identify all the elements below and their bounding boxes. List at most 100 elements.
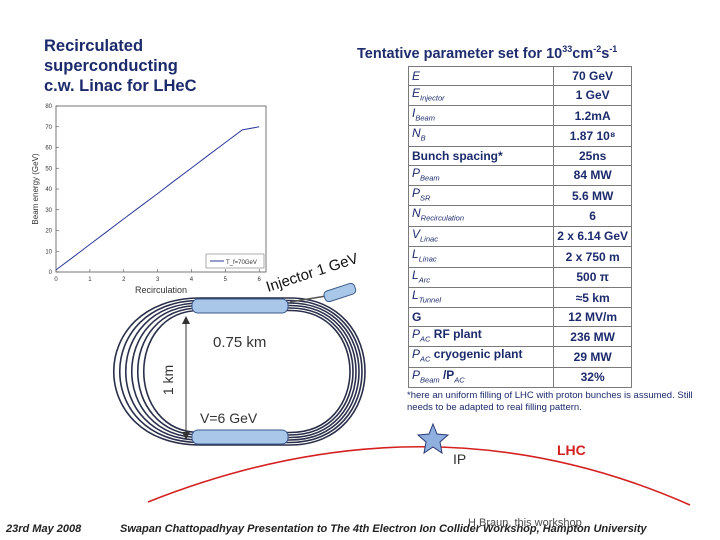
parameter-value: 2 x 750 m [553, 246, 632, 268]
parameter-name: IBeam [407, 105, 555, 127]
x-tick-label: 6 [258, 277, 262, 283]
height-arrow-top [182, 316, 190, 324]
parameter-symbol: I [412, 106, 416, 121]
y-axis-label: Beam energy (GeV) [31, 153, 40, 224]
parameter-value: 500 π [553, 266, 632, 288]
parameter-symbol: E [412, 85, 421, 100]
recirculation-arc-pass [119, 299, 363, 444]
parameter-subscript: SR [420, 193, 431, 203]
parameter-row: PBeam /PAC 32% [407, 366, 632, 389]
footer-date: 23rd May 2008 [6, 523, 82, 535]
parameter-row: LTunnel ≈5 km [407, 286, 632, 309]
parameter-name: PAC RF plant [407, 325, 555, 348]
parameter-row: EInjector 1 GeV [407, 84, 632, 107]
y-tick-label: 0 [49, 270, 53, 276]
parameter-subscript: AC [420, 354, 431, 364]
parameter-value: 1.2mA [553, 105, 632, 127]
footer-presentation-text: Swapan Chattopadhyay Presentation to The… [120, 523, 647, 535]
parameter-suffix: RF plant [430, 326, 482, 341]
recirculation-arc-pass [112, 297, 366, 446]
parameter-row: E 70 GeV [407, 66, 632, 86]
parameter-value: 6 [553, 205, 632, 227]
injector-line [289, 295, 327, 303]
parameter-row: IBeam 1.2mA [407, 105, 632, 127]
param-title-unit-exp: -2 [593, 44, 602, 54]
y-tick-label: 10 [45, 249, 52, 255]
linac-upper [191, 298, 289, 314]
parameter-symbol: L [412, 267, 419, 282]
parameter-value: 1.87 10⁸ [553, 125, 632, 147]
parameter-value: 84 MW [553, 164, 632, 186]
parameter-symbol: E [412, 68, 421, 83]
x-tick-label: 0 [54, 277, 58, 283]
parameter-row: PSR 5.6 MW [407, 184, 632, 207]
parameter-row: PAC RF plant 236 MW [407, 325, 632, 348]
legend-box [205, 253, 265, 269]
parameter-row: PAC cryogenic plant 29 MW [407, 346, 632, 368]
length-label: 0.75 km [213, 334, 266, 351]
parameter-name: LTunnel [407, 286, 555, 309]
param-title-unit: cm [572, 45, 594, 62]
parameter-name: PSR [407, 184, 555, 207]
parameter-name: PBeam [407, 164, 555, 186]
parameter-name: NRecirculation [407, 205, 555, 227]
parameter-subscript: Linac [420, 234, 438, 244]
x-tick-label: 4 [190, 277, 194, 283]
parameter-symbol: P [412, 165, 421, 180]
footer-overlay-credit: H.Braun, this workshop [468, 517, 582, 529]
parameter-subscript: Beam [415, 113, 435, 123]
lhc-ring [147, 445, 691, 506]
y-tick-label: 60 [45, 146, 52, 152]
parameter-symbol: G [412, 310, 422, 325]
y-tick-label: 20 [45, 229, 52, 235]
x-axis-label: Recirculation [135, 285, 187, 295]
y-tick-label: 80 [45, 104, 52, 110]
parameter-subscript: Beam [420, 172, 440, 182]
parameter-value: ≈5 km [553, 286, 632, 309]
parameter-value: 236 MW [553, 325, 632, 348]
param-title-unit2-exp: -1 [609, 44, 618, 54]
title-line-3: c.w. Linac for LHeC [44, 77, 197, 95]
parameter-row: VLinac 2 x 6.14 GeV [407, 225, 632, 248]
x-tick-label: 2 [122, 277, 126, 283]
parameter-name: E [407, 66, 555, 86]
parameter-suffix: cryogenic plant [430, 347, 523, 362]
y-tick-label: 40 [45, 187, 52, 193]
height-label: 1 km [160, 365, 176, 395]
parameter-symbol: P [412, 185, 421, 200]
parameter-row: LLinac 2 x 750 m [407, 246, 632, 268]
legend-label: T_f=70GeV [226, 260, 257, 266]
parameter-symbol: Bunch spacing* [412, 148, 503, 163]
parameter-row: NB 1.87 10⁸ [407, 125, 632, 147]
title-line-2: superconducting [44, 57, 178, 75]
parameter-row: Bunch spacing* 25ns [407, 145, 632, 166]
parameter-row: PBeam 84 MW [407, 164, 632, 186]
parameter-subscript: Injector [420, 93, 445, 103]
recirculation-arc-pass [130, 304, 357, 439]
voltage-label: V=6 GeV [200, 410, 258, 426]
recirculation-arc-pass [136, 307, 354, 436]
parameter-value: 5.6 MW [553, 184, 632, 207]
ip-label: IP [453, 451, 466, 467]
parameter-name: NB [407, 125, 555, 147]
parameter-row: NRecirculation 6 [407, 205, 632, 227]
inset-chart: 0 10 20 30 40 50 60 70 80 0 1 2 3 4 5 6 T_f=70GeV Beam en… [31, 104, 267, 295]
parameter-name: Bunch spacing* [407, 145, 555, 166]
parameter-value: 32% [553, 366, 632, 389]
parameter-symbol: L [412, 287, 419, 302]
x-tick-label: 3 [156, 277, 160, 283]
title-line-1: Recirculated [44, 37, 144, 55]
parameter-symbol: P [412, 347, 421, 362]
parameter-symbol: N [412, 126, 421, 141]
parameter-suffix: /P [439, 367, 455, 382]
param-title-unit2: s [601, 45, 610, 62]
parameter-symbol: V [412, 226, 421, 241]
lhc-label: LHC [557, 442, 586, 458]
parameter-row: G 12 MV/m [407, 307, 632, 327]
footnote: *here an uniform filling of LHC with pro… [407, 390, 693, 413]
parameter-subscript: AC [420, 334, 431, 344]
x-tick-label: 5 [224, 277, 228, 283]
parameter-symbol: L [412, 247, 419, 262]
parameter-value: 70 GeV [553, 66, 632, 86]
parameter-symbol: N [412, 206, 421, 221]
